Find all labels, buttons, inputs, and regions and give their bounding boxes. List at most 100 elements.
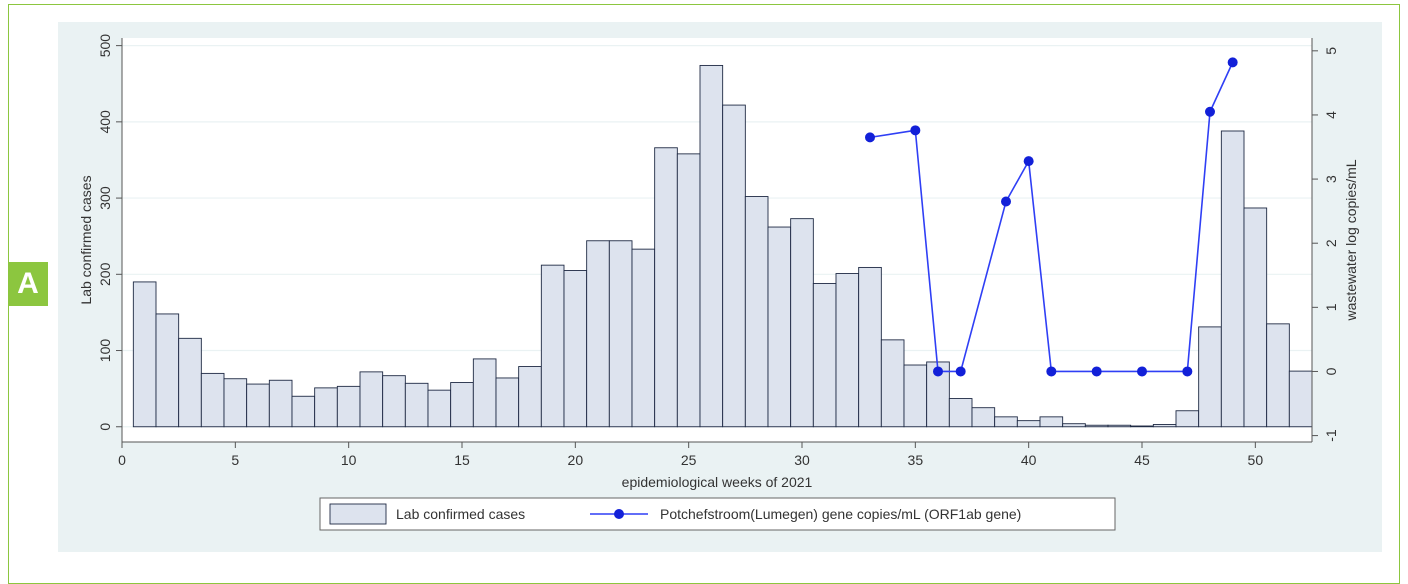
bar (948, 398, 973, 428)
line-point (1227, 57, 1238, 68)
bar (835, 273, 860, 428)
bar (1107, 424, 1132, 428)
bar (1130, 425, 1154, 428)
bar (722, 104, 746, 428)
x-tick-label: 10 (341, 452, 357, 468)
line-point (1023, 156, 1034, 167)
bar (790, 218, 814, 428)
bar (450, 382, 474, 428)
bar (1198, 326, 1222, 428)
bar (518, 366, 542, 428)
bar (586, 240, 610, 428)
y-axis-right-label: wastewater log copies/mL (1343, 159, 1359, 321)
bar (472, 358, 497, 428)
series-line (869, 62, 1234, 373)
line-point (1182, 366, 1193, 377)
chart: 0 5 10 15 20 25 30 35 40 45 500100200300400500-101… (58, 22, 1382, 552)
y-left-tick-label: 200 (97, 262, 113, 286)
panel-label: A (8, 262, 48, 306)
bar (336, 385, 361, 428)
bar (382, 375, 406, 428)
y-axis-left-label: Lab confirmed cases (78, 175, 94, 304)
x-tick-label: 25 (681, 452, 697, 468)
x-tick-label: 45 (1134, 452, 1150, 468)
line-series (865, 57, 1238, 377)
line-point (1137, 366, 1147, 377)
legend-box (319, 497, 1116, 531)
x-tick-label: 5 (231, 452, 239, 468)
bar (178, 337, 202, 428)
bar (1288, 370, 1313, 428)
line-point (1091, 366, 1102, 377)
x-axis-label: epidemiological weeks of 2021 (622, 474, 813, 490)
y-right-tick-label: 0 (1323, 367, 1339, 375)
bar (858, 266, 882, 428)
bar (1152, 424, 1177, 428)
y-right-tick-label: 3 (1323, 175, 1339, 183)
legend-bar-label: Lab confirmed cases (396, 506, 525, 522)
bar (540, 264, 565, 428)
x-tick-label: 50 (1248, 452, 1264, 468)
bar (291, 395, 316, 428)
bar (1243, 207, 1268, 428)
bar (132, 281, 157, 428)
bar (608, 240, 633, 428)
bar (1175, 410, 1200, 428)
bar (155, 313, 180, 428)
line-point (1205, 106, 1215, 117)
y-left-tick-label: 500 (97, 34, 113, 58)
bar (744, 196, 769, 428)
x-tick-label: 20 (568, 452, 584, 468)
y-right-tick-label: 2 (1323, 239, 1339, 247)
bar (631, 248, 656, 428)
bar (880, 339, 905, 428)
bar (994, 416, 1018, 428)
bar (359, 371, 384, 428)
bar (1084, 424, 1109, 428)
x-tick-label: 0 (118, 452, 126, 468)
y-left-tick-label: 0 (97, 423, 113, 431)
bar (1016, 420, 1041, 428)
bar (1266, 323, 1290, 428)
y-right-tick-label: -1 (1323, 429, 1339, 442)
line-point (955, 366, 966, 377)
bar (1039, 416, 1064, 428)
bar (1062, 423, 1086, 428)
bar (200, 372, 225, 428)
line-point (1001, 196, 1011, 207)
y-right-tick-label: 5 (1323, 47, 1339, 55)
bar (812, 282, 837, 428)
legend-line-marker (614, 509, 624, 519)
bar (495, 377, 520, 428)
bar (676, 153, 701, 428)
y-right-tick-label: 4 (1323, 111, 1339, 119)
y-left-tick-label: 100 (97, 339, 113, 363)
bar (314, 387, 338, 428)
bar (903, 364, 928, 428)
legend-line-label: Potchefstroom(Lumegen) gene copies/mL (O… (660, 506, 1021, 522)
bar (654, 147, 678, 428)
legend-bar-swatch (329, 503, 387, 525)
bar (926, 361, 950, 428)
bar (971, 407, 996, 428)
y-left-tick-label: 300 (97, 186, 113, 210)
line-point (933, 366, 943, 377)
x-tick-label: 30 (794, 452, 810, 468)
bar (268, 379, 293, 428)
bar (767, 226, 792, 428)
line-point (865, 132, 875, 143)
y-left-tick-label: 400 (97, 110, 113, 134)
bar (699, 64, 724, 428)
bar (404, 382, 429, 428)
axes: 0 5 10 15 20 25 30 35 40 45 500100200300400500-101… (97, 34, 1339, 468)
y-right-tick-label: 1 (1323, 303, 1339, 311)
x-tick-label: 40 (1021, 452, 1037, 468)
bar (1220, 130, 1245, 428)
legend: Lab confirmed cases Potchefstroom(Lumege… (319, 497, 1116, 531)
bar (246, 383, 270, 428)
bars-series (132, 64, 1313, 428)
bar (427, 389, 452, 428)
bar (563, 270, 588, 428)
line-point (1046, 366, 1057, 377)
bar (223, 378, 248, 428)
